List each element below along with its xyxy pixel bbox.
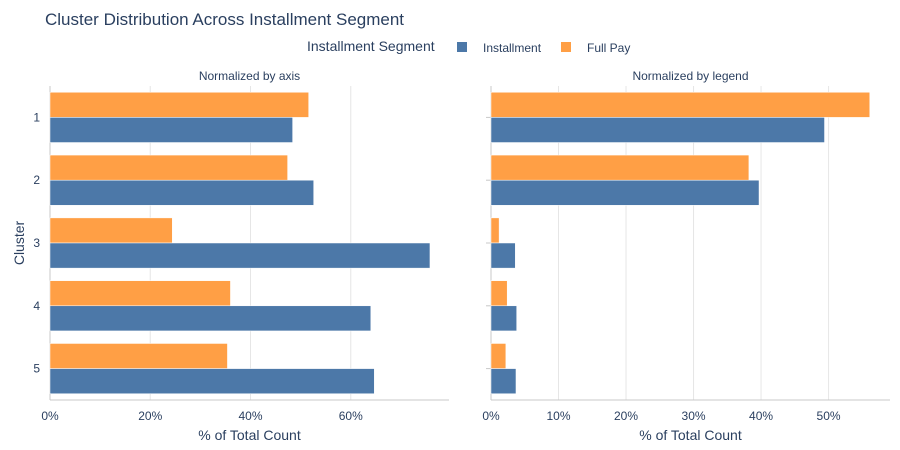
x-tick-label: 30% — [682, 409, 706, 423]
bar-installment-cluster-5[interactable] — [490, 368, 517, 394]
x-tick-label: 60% — [339, 409, 363, 423]
legend-label-full-pay[interactable]: Full Pay — [587, 41, 630, 55]
x-tick-label: 40% — [749, 409, 773, 423]
bar-full-pay-cluster-3[interactable] — [490, 217, 500, 244]
bar-installment-cluster-3[interactable] — [49, 242, 431, 269]
x-tick-label: 10% — [546, 409, 570, 423]
x-tick-label: 40% — [238, 409, 262, 423]
chart-title: Cluster Distribution Across Installment … — [45, 10, 404, 29]
bar-installment-cluster-1[interactable] — [490, 117, 825, 143]
y-tick-label: 4 — [33, 299, 40, 313]
x-tick-label: 20% — [614, 409, 638, 423]
bar-installment-cluster-1[interactable] — [49, 117, 293, 143]
x-axis-title: % of Total Count — [639, 427, 742, 443]
legend-swatch-installment[interactable] — [457, 42, 467, 52]
bar-full-pay-cluster-1[interactable] — [49, 92, 309, 118]
x-tick-label: 20% — [138, 409, 162, 423]
bar-installment-cluster-4[interactable] — [49, 305, 372, 332]
panel-normalized-by-axis: Normalized by axis 0% 20% 40% 60% 1 2 3 4 5 % of T… — [33, 69, 449, 443]
bar-installment-cluster-2[interactable] — [49, 179, 314, 206]
subplot-title-normalized-by-legend: Normalized by legend — [632, 69, 748, 83]
bar-full-pay-cluster-4[interactable] — [49, 280, 231, 307]
bar-full-pay-cluster-2[interactable] — [490, 154, 750, 181]
subplot-title-normalized-by-axis: Normalized by axis — [199, 69, 300, 83]
bar-full-pay-cluster-4[interactable] — [490, 280, 508, 307]
legend-label-installment[interactable]: Installment — [483, 41, 542, 55]
panel-normalized-by-legend: Normalized by legend 0% 10% 20% 30% 40% 50% % o… — [482, 69, 890, 443]
y-tick-label: 1 — [33, 110, 40, 124]
y-tick-label: 5 — [33, 362, 40, 376]
bar-full-pay-cluster-2[interactable] — [49, 154, 288, 181]
bar-installment-cluster-4[interactable] — [490, 305, 517, 332]
legend-swatch-full-pay[interactable] — [561, 42, 571, 52]
x-axis-title: % of Total Count — [198, 427, 301, 443]
y-tick-label: 3 — [33, 236, 40, 250]
x-tick-label: 0% — [41, 409, 59, 423]
bar-installment-cluster-3[interactable] — [490, 242, 516, 269]
bar-installment-cluster-2[interactable] — [490, 179, 760, 206]
x-tick-label: 0% — [482, 409, 500, 423]
y-axis-title: Cluster — [11, 220, 27, 265]
y-tick-label: 2 — [33, 173, 40, 187]
bar-full-pay-cluster-3[interactable] — [49, 217, 173, 244]
bar-installment-cluster-5[interactable] — [49, 368, 375, 394]
x-tick-label: 50% — [817, 409, 841, 423]
bar-full-pay-cluster-1[interactable] — [490, 92, 870, 118]
legend-title: Installment Segment — [307, 38, 435, 54]
bar-full-pay-cluster-5[interactable] — [49, 343, 228, 369]
bar-full-pay-cluster-5[interactable] — [490, 343, 507, 369]
legend[interactable]: Installment Segment Installment Full Pay — [307, 38, 630, 55]
